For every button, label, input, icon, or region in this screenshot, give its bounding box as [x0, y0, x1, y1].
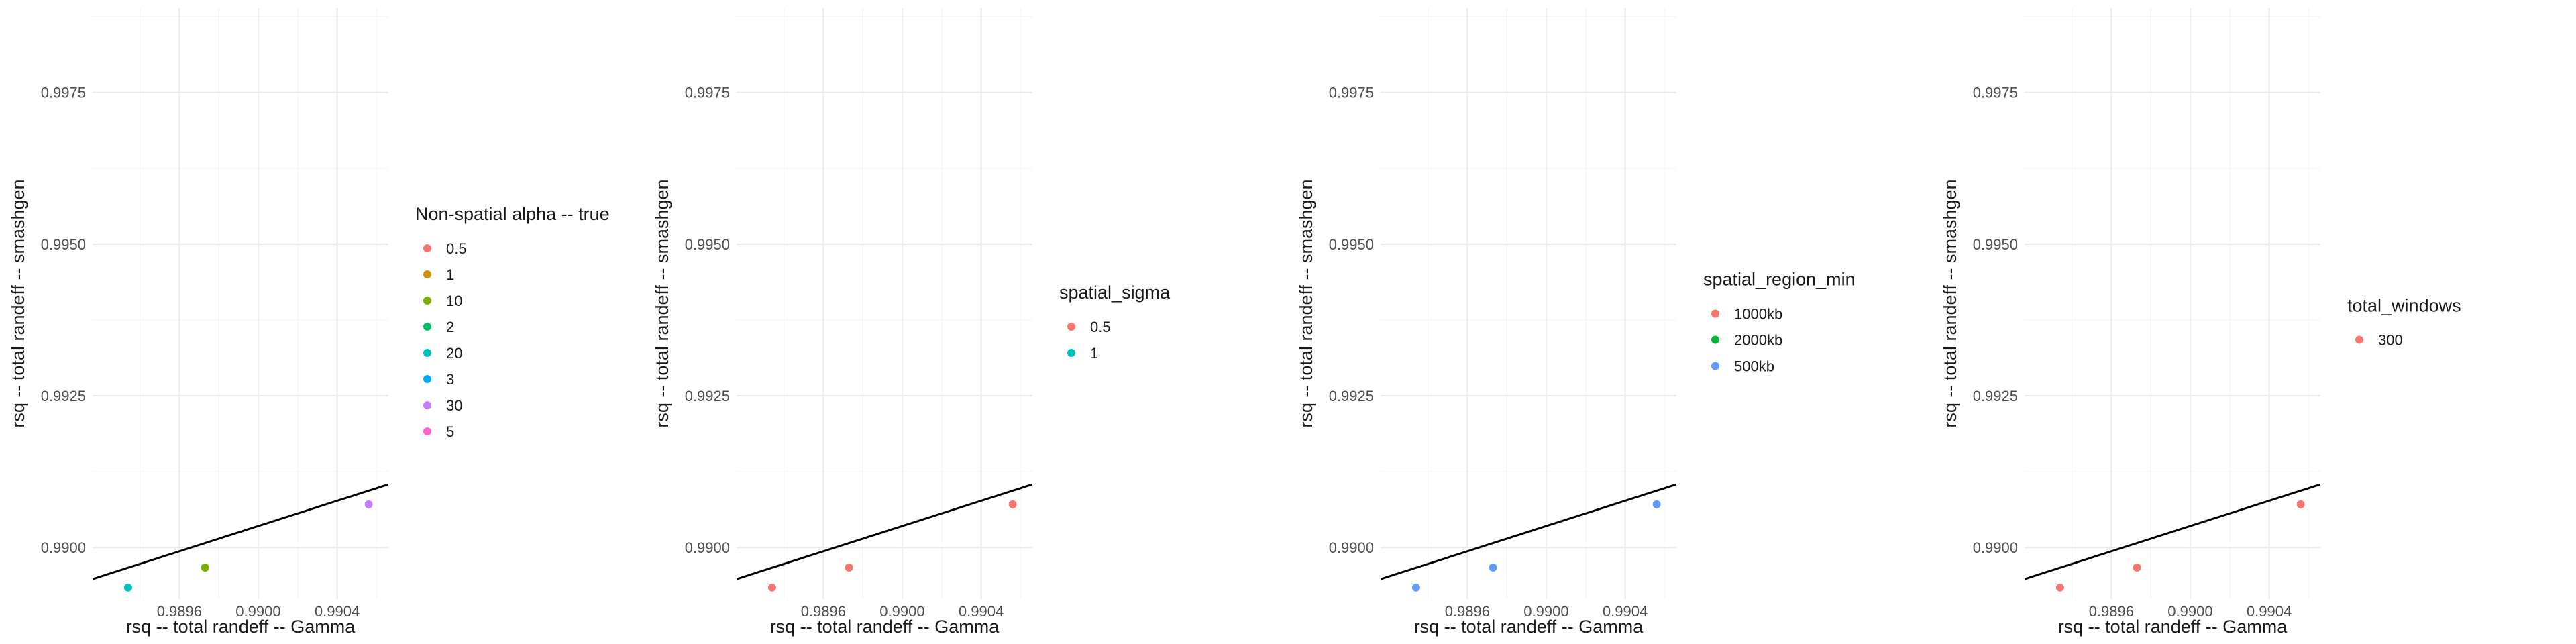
- x-tick-label: 0.9896: [157, 603, 202, 620]
- data-point: [2055, 583, 2064, 592]
- legend-key-dot: [2355, 335, 2363, 344]
- y-axis-title: rsq -- total randeff -- smashgen: [1296, 179, 1316, 427]
- legend-title: total_windows: [2347, 296, 2461, 316]
- legend-entry-label: 1: [1090, 345, 1098, 362]
- chart-panel-2: 0.9896 0.9900 0.9904 0.9900 0.9925 0.9950 0.99…: [652, 8, 1171, 637]
- y-tick-label: 0.9925: [41, 388, 86, 405]
- legend-entry-label: 1000kb: [1734, 306, 1782, 323]
- legend: Non-spatial alpha -- true 0.5 1 10 2 20 3 30 5: [415, 204, 610, 440]
- legend-entry-label: 0.5: [446, 240, 467, 257]
- x-tick-label: 0.9904: [1603, 603, 1648, 620]
- legend-key-dot: [1711, 335, 1719, 344]
- trend-line: [2025, 483, 2320, 580]
- legend: total_windows 300: [2347, 296, 2461, 349]
- y-tick-label: 0.9900: [41, 539, 86, 556]
- chart-panel-3: 0.9896 0.9900 0.9904 0.9900 0.9925 0.9950 0.99…: [1296, 8, 1856, 637]
- y-tick-label: 0.9925: [1973, 388, 2018, 405]
- trend-line: [737, 483, 1032, 580]
- data-point: [364, 500, 373, 508]
- data-point: [1008, 500, 1017, 508]
- x-tick-label: 0.9900: [235, 603, 280, 620]
- y-tick-label: 0.9925: [685, 388, 730, 405]
- data-point: [1489, 563, 1497, 572]
- x-tick-label: 0.9900: [2167, 603, 2212, 620]
- legend-key-dot: [423, 349, 431, 357]
- legend-title: spatial_region_min: [1703, 270, 1856, 290]
- x-tick-label: 0.9904: [315, 603, 360, 620]
- legend-key-dot: [1067, 349, 1075, 357]
- x-tick-label: 0.9896: [1445, 603, 1490, 620]
- legend-key-dot: [1067, 323, 1075, 331]
- x-axis-title: rsq -- total randeff -- Gamma: [2058, 616, 2288, 637]
- y-axis-title: rsq -- total randeff -- smashgen: [652, 179, 672, 427]
- data-point: [2133, 563, 2141, 572]
- data-point: [201, 563, 209, 572]
- y-axis-title: rsq -- total randeff -- smashgen: [1940, 179, 1960, 427]
- x-axis-title: rsq -- total randeff -- Gamma: [770, 616, 1000, 637]
- legend: spatial_region_min 1000kb 2000kb 500kb: [1703, 270, 1856, 375]
- y-tick-label: 0.9950: [1973, 236, 2018, 253]
- legend-entry-label: 20: [446, 345, 462, 362]
- y-tick-label: 0.9975: [41, 85, 86, 101]
- legend-entry-label: 0.5: [1090, 319, 1111, 335]
- x-tick-label: 0.9904: [959, 603, 1004, 620]
- data-point: [767, 583, 776, 592]
- legend-entry-label: 5: [446, 423, 454, 440]
- legend-entry-label: 1: [446, 266, 454, 283]
- legend-key-dot: [423, 244, 431, 252]
- data-point: [845, 563, 853, 572]
- y-tick-label: 0.9900: [1973, 539, 2018, 556]
- legend-key-dot: [423, 401, 431, 409]
- y-axis-title: rsq -- total randeff -- smashgen: [8, 179, 28, 427]
- legend-entry-label: 300: [2378, 332, 2403, 349]
- legend-key-dot: [423, 323, 431, 331]
- x-axis-title: rsq -- total randeff -- Gamma: [1414, 616, 1644, 637]
- x-tick-label: 0.9896: [2089, 603, 2134, 620]
- data-point: [1652, 500, 1661, 508]
- data-point: [1411, 583, 1420, 592]
- legend-entry-label: 2000kb: [1734, 332, 1782, 349]
- legend-key-dot: [423, 270, 431, 278]
- chart-panel-4: 0.9896 0.9900 0.9904 0.9900 0.9925 0.9950 0.99…: [1940, 8, 2461, 637]
- y-tick-label: 0.9900: [1329, 539, 1374, 556]
- x-tick-label: 0.9904: [2247, 603, 2292, 620]
- y-tick-label: 0.9975: [1973, 85, 2018, 101]
- legend-key-dot: [423, 375, 431, 383]
- trend-line: [1381, 483, 1676, 580]
- legend-entry-label: 500kb: [1734, 358, 1774, 375]
- x-tick-label: 0.9896: [801, 603, 846, 620]
- y-tick-label: 0.9975: [1329, 85, 1374, 101]
- legend-title: Non-spatial alpha -- true: [415, 204, 610, 224]
- chart-panel-1: 0.9896 0.9900 0.9904 0.9900 0.9925 0.9950 0.99…: [8, 8, 610, 637]
- legend-key-dot: [1711, 309, 1719, 318]
- trend-line: [93, 483, 388, 580]
- y-tick-label: 0.9950: [685, 236, 730, 253]
- x-tick-label: 0.9900: [879, 603, 924, 620]
- x-tick-label: 0.9900: [1523, 603, 1568, 620]
- y-tick-label: 0.9900: [685, 539, 730, 556]
- x-axis-title: rsq -- total randeff -- Gamma: [126, 616, 356, 637]
- legend-key-dot: [423, 427, 431, 435]
- data-point: [2296, 500, 2305, 508]
- legend-entry-label: 3: [446, 371, 454, 388]
- legend-key-dot: [1711, 362, 1719, 370]
- y-tick-label: 0.9950: [41, 236, 86, 253]
- legend-entry-label: 2: [446, 319, 454, 335]
- legend-title: spatial_sigma: [1059, 282, 1171, 303]
- y-tick-label: 0.9975: [685, 85, 730, 101]
- legend-key-dot: [423, 297, 431, 305]
- y-tick-label: 0.9925: [1329, 388, 1374, 405]
- legend: spatial_sigma 0.5 1: [1059, 282, 1171, 362]
- data-point: [123, 583, 132, 592]
- y-tick-label: 0.9950: [1329, 236, 1374, 253]
- legend-entry-label: 30: [446, 397, 462, 414]
- legend-entry-label: 10: [446, 292, 462, 309]
